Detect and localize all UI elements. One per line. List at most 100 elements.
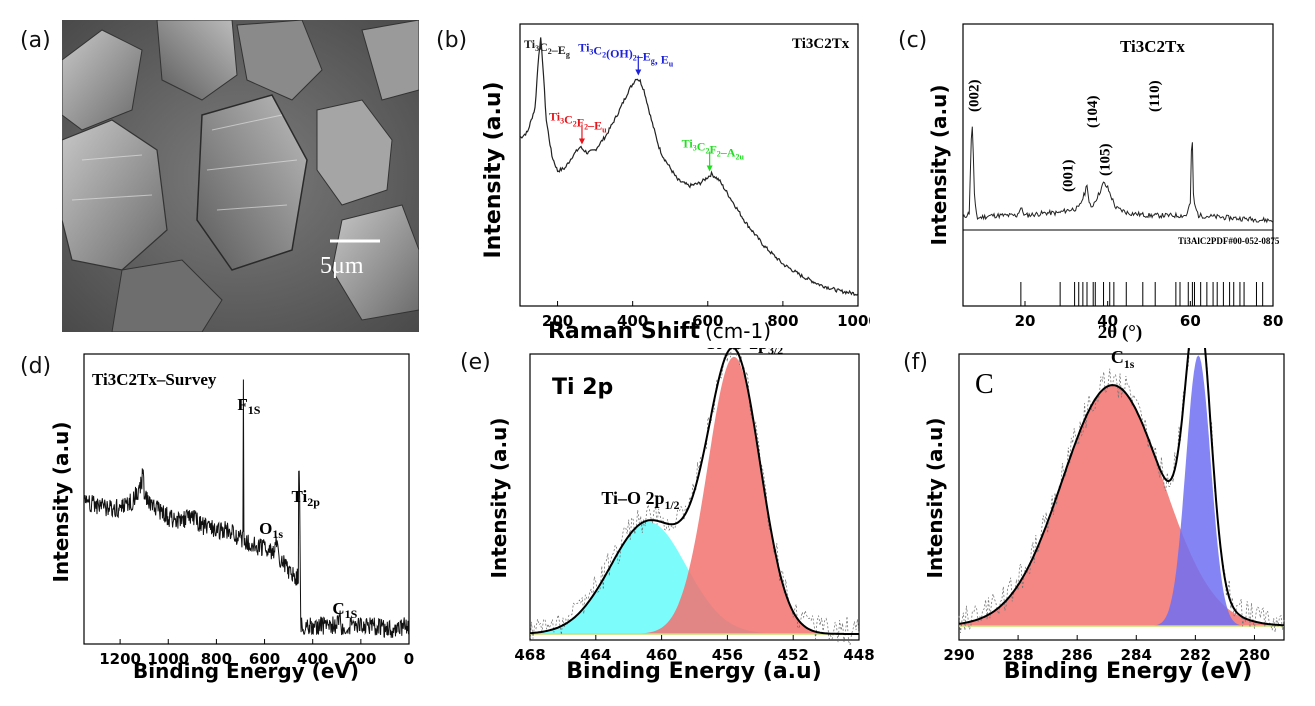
x-tick-label: 1200 — [99, 650, 141, 668]
x-tick-label: 280 — [1239, 646, 1270, 664]
x-tick-label: 0 — [404, 650, 414, 668]
x-axis-label: Raman Shift — [548, 319, 700, 344]
x-tick-label: 456 — [712, 646, 743, 664]
plot-frame — [958, 353, 1285, 641]
peak-label: (105) — [1098, 144, 1114, 177]
peak-label: (104) — [1085, 96, 1101, 129]
sem-flake — [236, 20, 323, 101]
x-tick-label: 1000 — [147, 650, 189, 668]
envelope-line — [958, 348, 1285, 627]
x-tick-label: 40 — [1097, 312, 1118, 330]
raw-data-line — [958, 348, 1285, 634]
x-tick-label: 800 — [201, 650, 232, 668]
x-axis-unit: (cm-1) — [705, 319, 771, 343]
y-axis-label: Intensity (a.u) — [923, 418, 947, 579]
panel-a-label: (a) — [20, 28, 51, 53]
x-tick-label: 80 — [1263, 312, 1284, 330]
chart-title: Ti3C2Tx–Survey — [92, 370, 217, 389]
x-tick-label: 200 — [542, 312, 573, 330]
sem-flake — [62, 119, 168, 271]
x-tick-label: 400 — [617, 312, 648, 330]
sem-flake — [331, 204, 419, 321]
x-tick-label: 286 — [1062, 646, 1093, 664]
peak-label: (110) — [1147, 80, 1163, 112]
x-tick-label: 400 — [297, 650, 328, 668]
peak-annotation: Ti3C2(OH)2–Eg, Eu — [578, 41, 674, 69]
chart-title: Ti3C2Tx — [792, 36, 850, 52]
sem-flake — [196, 94, 308, 271]
peak-annotation: Ti3C2–Eg — [524, 37, 570, 59]
panel-e-label: (e) — [460, 350, 491, 375]
xps-survey-chart: 1200 1000 800 600 400 200 0 Ti3C2Tx–Survey F1S… — [49, 353, 414, 683]
y-axis-label: Intensity (a.u) — [49, 422, 73, 583]
chart-title: Ti3C2Tx — [1120, 37, 1185, 56]
plot-frame — [962, 23, 1274, 307]
peak-label: (001) — [1060, 160, 1076, 193]
x-tick-label: 282 — [1180, 646, 1211, 664]
x-axis-label: 2θ (°) — [1098, 322, 1142, 343]
x-tick-label: 284 — [1121, 646, 1152, 664]
fit-peak-cyan — [530, 521, 859, 634]
chart-title: C — [975, 369, 994, 400]
x-tick-label: 460 — [646, 646, 677, 664]
peak-annotation: Ti3C2F2–A2u — [682, 137, 745, 162]
peak-label: C1S — [332, 599, 357, 621]
peak-label: O1s — [259, 519, 283, 541]
x-tick-label: 800 — [767, 312, 798, 330]
chart-title: Ti 2p — [552, 375, 613, 400]
arrow-head — [706, 165, 713, 172]
sem-flake — [361, 20, 419, 101]
panel-b-label: (b) — [436, 28, 468, 53]
xrd-series-line — [962, 126, 1274, 224]
sem-image: 5μm — [62, 20, 419, 332]
y-axis-label: Intensity (a.u) — [481, 81, 506, 258]
fit-peak-red — [530, 356, 859, 634]
x-tick-label: 600 — [249, 650, 280, 668]
plot-frame — [529, 353, 860, 641]
x-tick-label: 20 — [1015, 312, 1036, 330]
y-axis-label: Intensity (a.u) — [487, 418, 511, 579]
x-axis-label: Binding Energy (eV) — [1004, 659, 1253, 684]
xrd-chart: 20 40 60 80 Ti3C2Tx Ti3AlC2PDF#00-052-0875 … — [930, 23, 1284, 343]
c1s-chart: 290 288 286 284 282 280 C C1s Ti-C Intensity (… — [923, 348, 1285, 684]
plot-frame — [519, 23, 859, 307]
survey-series-line — [83, 379, 410, 638]
peak-label: C1s — [1111, 348, 1135, 371]
peak-annotation: Ti3C2F2–Eu — [549, 110, 607, 135]
peak-label: Ti-C — [1184, 348, 1220, 349]
x-tick-label: 200 — [345, 650, 376, 668]
peak-label: Ti2p — [291, 487, 320, 509]
panel-f-label: (f) — [903, 350, 928, 375]
scale-bar-label: 5μm — [320, 253, 364, 279]
x-tick-label: 464 — [580, 646, 611, 664]
arrow-head — [578, 138, 585, 145]
x-axis-label: Binding Energy (a.u) — [566, 659, 822, 684]
y-axis-label: Intensity (a.u) — [930, 85, 951, 246]
fit-peak-blue — [959, 355, 1284, 626]
panel-c-label: (c) — [898, 28, 928, 53]
ti2p-chart: 468 464 460 456 452 448 Ti 2p Ti–O 2p1/2 Ti–O … — [487, 348, 875, 684]
x-tick-label: 468 — [514, 646, 545, 664]
envelope-line — [529, 348, 859, 635]
x-tick-label: 1000 — [837, 312, 870, 330]
raman-series-line — [519, 37, 859, 297]
x-axis-label: Binding Energy (eV) — [133, 659, 359, 683]
x-tick-label: 600 — [692, 312, 723, 330]
x-tick-label: 288 — [1002, 646, 1033, 664]
peak-label: Ti–O 2p3/2 — [705, 348, 783, 357]
sem-flake — [62, 29, 143, 131]
x-tick-label: 60 — [1180, 312, 1201, 330]
plot-frame — [83, 353, 410, 645]
panel-d-label: (d) — [20, 354, 52, 379]
raman-chart: 200 400 600 800 1000 Ti3C2Tx Ti3C2–Eg Ti3C2F2… — [481, 23, 870, 344]
peak-label: (002) — [967, 80, 983, 113]
reference-label: Ti3AlC2PDF#00-052-0875 — [1178, 236, 1280, 246]
sem-flake — [156, 20, 238, 101]
peak-label: F1S — [237, 395, 260, 417]
arrow-head — [635, 69, 642, 76]
x-tick-label: 452 — [778, 646, 809, 664]
sem-flake — [316, 99, 393, 206]
x-tick-label: 290 — [943, 646, 974, 664]
fit-peak-red — [959, 385, 1284, 626]
x-tick-label: 448 — [843, 646, 874, 664]
